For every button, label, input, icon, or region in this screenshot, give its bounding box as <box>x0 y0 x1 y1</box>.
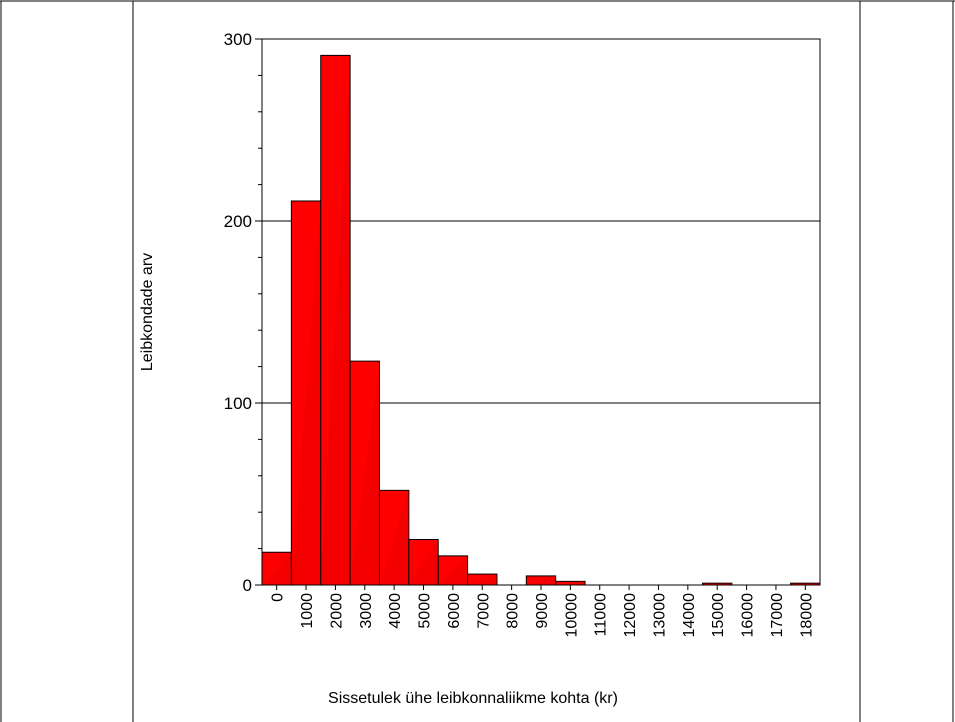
y-tick-label-100: 100 <box>224 394 252 413</box>
x-tick-label-11000: 11000 <box>593 593 610 636</box>
x-tick-label-15000: 15000 <box>710 593 727 638</box>
bar-2000 <box>320 54 351 586</box>
bar-rect-4000 <box>378 489 410 586</box>
bar-shade-2000 <box>320 55 351 585</box>
x-tick-label-5000: 5000 <box>417 593 434 629</box>
y-axis-label: Leibkondade arv <box>139 253 156 371</box>
x-tick-label-2000: 2000 <box>328 593 345 629</box>
bar-shade-0 <box>262 552 292 585</box>
x-tick-label-12000: 12000 <box>622 593 639 638</box>
bar-3000 <box>349 360 380 586</box>
bar-rect-5000 <box>408 539 439 586</box>
x-tick-label-17000: 17000 <box>769 593 786 638</box>
bar-0 <box>261 551 292 586</box>
bar-5000 <box>408 539 439 586</box>
bar-9000 <box>525 575 557 586</box>
bar-shade-9000 <box>526 575 556 585</box>
x-tick-label-0: 0 <box>270 593 287 602</box>
bar-shade-1000 <box>291 200 321 586</box>
x-axis-label: Sissetulek ühe leibkonnaliikme kohta (kr… <box>328 690 618 707</box>
bar-10000 <box>555 580 586 586</box>
y-tick-label-200: 200 <box>224 212 252 231</box>
bar-4000 <box>378 489 410 586</box>
y-tick-label-300: 300 <box>224 30 252 49</box>
bar-shade-3000 <box>350 361 380 585</box>
x-tick-label-18000: 18000 <box>798 593 815 638</box>
bar-shade-7000 <box>467 574 497 585</box>
bar-shade-5000 <box>408 539 439 585</box>
bar-1000 <box>290 200 322 586</box>
x-tick-label-9000: 9000 <box>534 593 551 629</box>
y-axis: 0 100 200 300 <box>224 30 262 595</box>
x-tick-label-13000: 13000 <box>651 593 668 638</box>
bar-shade-4000 <box>379 490 409 585</box>
x-tick-label-4000: 4000 <box>387 593 404 629</box>
bar-rect-3000 <box>349 360 380 586</box>
x-tick-label-6000: 6000 <box>446 593 463 629</box>
x-tick-label-10000: 10000 <box>563 593 580 638</box>
y-tick-label-0: 0 <box>243 576 252 595</box>
bars <box>261 54 821 586</box>
x-tick-label-3000: 3000 <box>358 593 375 629</box>
x-tick-label-8000: 8000 <box>505 593 522 629</box>
x-axis: 0 1000 2000 3000 4000 5000 6000 7000 8000 9000 100… <box>270 585 815 638</box>
x-tick-label-14000: 14000 <box>681 593 698 638</box>
bar-rect-1000 <box>290 200 322 586</box>
bar-shade-6000 <box>438 555 468 585</box>
x-tick-label-7000: 7000 <box>475 593 492 629</box>
x-tick-label-1000: 1000 <box>299 593 316 629</box>
x-tick-label-16000: 16000 <box>740 593 757 638</box>
bar-rect-6000 <box>437 555 469 586</box>
bar-shade-10000 <box>555 581 586 585</box>
bar-6000 <box>437 555 469 586</box>
bar-7000 <box>467 573 498 586</box>
